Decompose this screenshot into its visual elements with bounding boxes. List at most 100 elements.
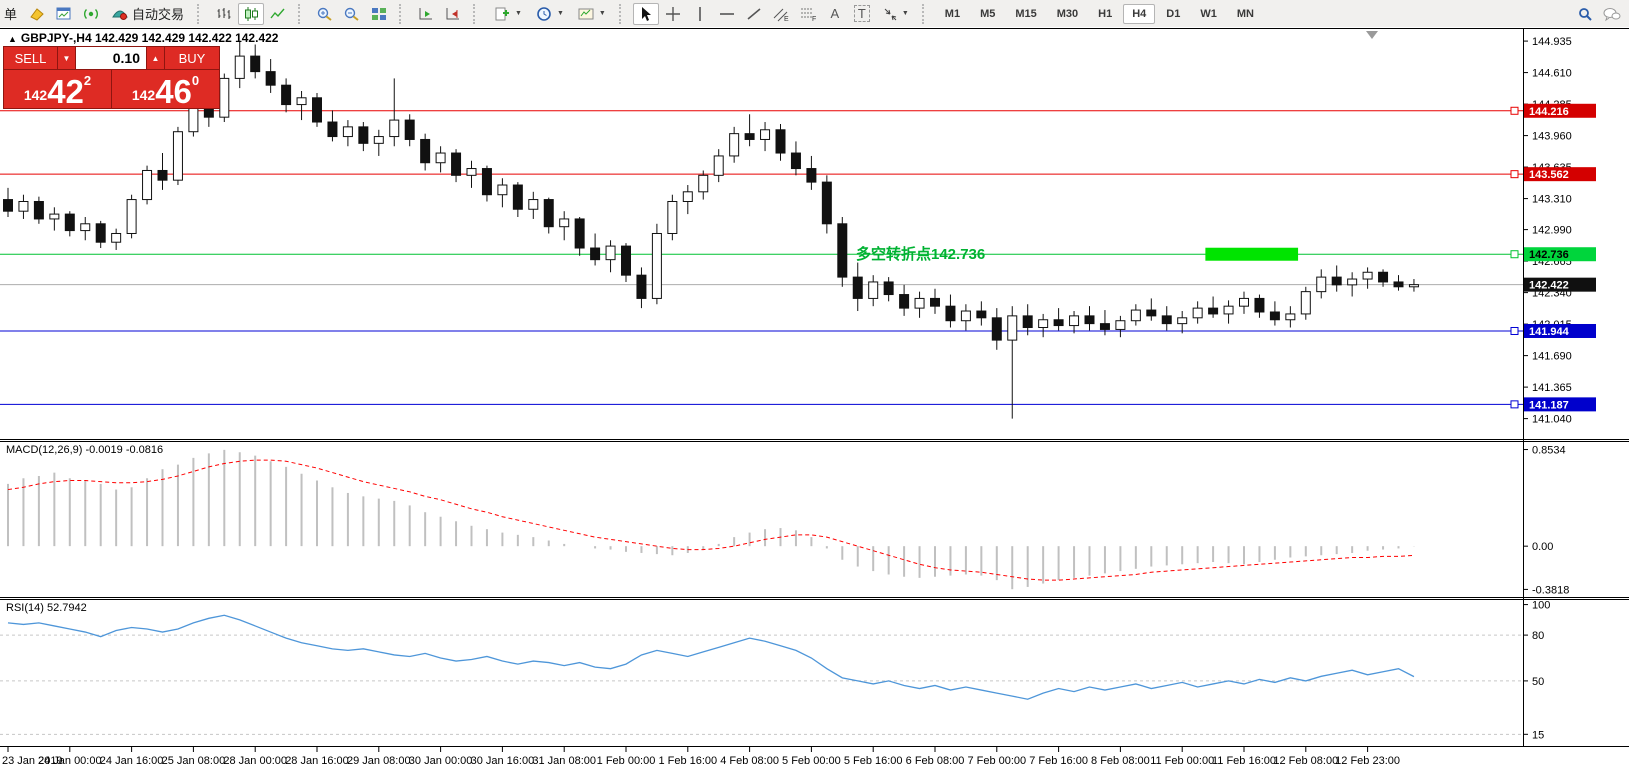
toolbar: 单 自动交易 <box>0 0 1629 27</box>
zoom-out-button[interactable] <box>339 3 365 25</box>
rsi-line <box>7 614 1415 700</box>
svg-text:11 Feb 00:00: 11 Feb 00:00 <box>1150 755 1214 767</box>
toolbar-separator <box>399 3 408 24</box>
level-handle[interactable] <box>1510 326 1519 335</box>
sell-price-prefix: 142 <box>23 87 48 103</box>
fibonacci-icon: F <box>799 6 817 22</box>
timeframe-m1-button[interactable]: M1 <box>936 4 969 24</box>
timeframe-h4-button[interactable]: H4 <box>1123 3 1156 24</box>
dropdown-caret-icon: ▼ <box>515 10 522 17</box>
trendline-button[interactable] <box>741 3 767 25</box>
bar-chart-button[interactable] <box>211 3 237 25</box>
auto-scroll-button[interactable] <box>413 3 439 25</box>
collapse-panel-icon[interactable]: ▲ <box>8 34 17 44</box>
svg-text:5 Feb 00:00: 5 Feb 00:00 <box>782 755 841 767</box>
svg-text:8 Feb 08:00: 8 Feb 08:00 <box>1091 755 1150 767</box>
sell-price-tile[interactable]: 142 42 2 <box>4 70 111 108</box>
equidistant-channel-button[interactable]: E <box>768 3 794 25</box>
bar-chart-icon <box>215 6 233 22</box>
text-label-button[interactable]: T <box>849 3 875 25</box>
chat-button[interactable] <box>1599 3 1625 25</box>
svg-text:141.040: 141.040 <box>1532 414 1572 426</box>
level-handle[interactable] <box>1510 400 1519 409</box>
arrows-button[interactable]: ▼ <box>876 3 915 25</box>
zoom-in-icon <box>316 6 334 22</box>
text-label-icon: T <box>853 5 870 22</box>
horizontal-line-button[interactable] <box>714 3 740 25</box>
svg-text:24 Jan 00:00: 24 Jan 00:00 <box>38 755 102 767</box>
svg-text:142.990: 142.990 <box>1532 225 1572 237</box>
charts-window-button[interactable] <box>51 3 77 25</box>
templates-button[interactable]: ▼ <box>571 3 612 25</box>
buy-button[interactable]: BUY <box>165 47 219 69</box>
chart-shift-marker-icon[interactable] <box>1366 31 1378 39</box>
line-chart-icon <box>269 6 287 22</box>
svg-text:7 Feb 16:00: 7 Feb 16:00 <box>1029 755 1088 767</box>
horizontal-level-lines[interactable] <box>0 110 1523 405</box>
macd-signal-line <box>7 459 1414 581</box>
text-button[interactable]: A <box>822 3 848 25</box>
volume-input[interactable]: 0.10 <box>76 47 146 69</box>
search-button[interactable] <box>1572 3 1598 25</box>
zoom-in-button[interactable] <box>312 3 338 25</box>
timeframe-w1-button[interactable]: W1 <box>1191 4 1226 24</box>
svg-text:24 Jan 16:00: 24 Jan 16:00 <box>100 755 164 767</box>
autotrading-button[interactable]: 自动交易 <box>105 3 190 25</box>
line-chart-button[interactable] <box>265 3 291 25</box>
macd-label: MACD(12,26,9) -0.0019 -0.0816 <box>6 444 164 456</box>
search-icon <box>1576 6 1594 22</box>
indicators-icon <box>493 6 511 22</box>
arrows-icon <box>882 6 898 22</box>
periods-clock-icon <box>535 6 553 22</box>
chart-shift-button[interactable] <box>440 3 466 25</box>
level-handle[interactable] <box>1510 106 1519 115</box>
indicators-button[interactable]: ▼ <box>487 3 528 25</box>
toolbar-separator <box>618 3 628 24</box>
svg-text:143.562: 143.562 <box>1529 169 1569 181</box>
svg-text:1 Feb 00:00: 1 Feb 00:00 <box>597 755 656 767</box>
buy-price-tile[interactable]: 142 46 0 <box>112 70 219 108</box>
timeframe-m30-button[interactable]: M30 <box>1048 4 1087 24</box>
timeframe-mn-button[interactable]: MN <box>1228 4 1263 24</box>
orders-button[interactable]: 单 <box>4 7 18 22</box>
periods-button[interactable]: ▼ <box>529 3 570 25</box>
svg-text:25 Jan 08:00: 25 Jan 08:00 <box>162 755 226 767</box>
equidistant-channel-icon: E <box>772 6 790 22</box>
timeframe-m5-button[interactable]: M5 <box>971 4 1004 24</box>
level-handle[interactable] <box>1510 250 1519 259</box>
fibonacci-button[interactable]: F <box>795 3 821 25</box>
timeframe-h1-button[interactable]: H1 <box>1089 4 1121 24</box>
svg-text:31 Jan 08:00: 31 Jan 08:00 <box>532 755 596 767</box>
chart-shift-icon <box>444 6 462 22</box>
svg-text:23 Jan 2019: 23 Jan 2019 <box>2 755 63 767</box>
signals-button[interactable] <box>78 3 104 25</box>
svg-text:29 Jan 08:00: 29 Jan 08:00 <box>347 755 411 767</box>
new-order-button[interactable] <box>24 3 50 25</box>
timeframe-d1-button[interactable]: D1 <box>1157 4 1189 24</box>
svg-text:141.944: 141.944 <box>1529 326 1570 338</box>
timeframe-buttons: M1 M5 M15 M30 H1 H4 D1 W1 MN <box>936 3 1263 24</box>
volume-increase-button[interactable]: ▲ <box>147 47 164 69</box>
tile-windows-button[interactable] <box>366 3 392 25</box>
pane-dividers[interactable] <box>0 28 1629 747</box>
vertical-line-button[interactable] <box>687 3 713 25</box>
svg-text:12 Feb 23:00: 12 Feb 23:00 <box>1335 755 1400 767</box>
sell-button[interactable]: SELL <box>4 47 57 69</box>
candlestick-chart-button[interactable] <box>238 2 265 25</box>
cursor-button[interactable] <box>632 2 659 25</box>
pivot-highlight-box[interactable] <box>1205 247 1299 261</box>
rsi-level-lines <box>0 634 1523 735</box>
timeframe-m15-button[interactable]: M15 <box>1006 4 1045 24</box>
dropdown-caret-icon: ▼ <box>598 10 606 17</box>
price-line-labels: 144.216 143.562 142.736 142.422 141.944 141.1… <box>1524 103 1596 412</box>
svg-text:F: F <box>812 16 816 22</box>
svg-text:28 Jan 00:00: 28 Jan 00:00 <box>223 755 287 767</box>
svg-text:50: 50 <box>1532 676 1544 688</box>
volume-decrease-button[interactable]: ▼ <box>58 47 75 69</box>
level-handle[interactable] <box>1510 170 1519 179</box>
signals-icon <box>82 6 100 22</box>
macd-histogram <box>7 449 1415 590</box>
crosshair-button[interactable] <box>660 3 686 25</box>
